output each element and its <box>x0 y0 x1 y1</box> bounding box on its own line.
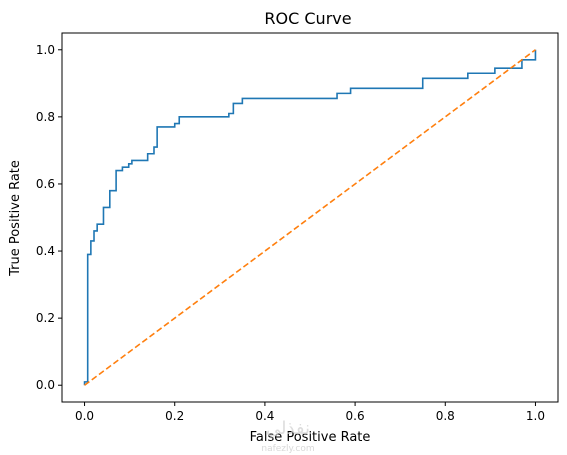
x-axis-ticks: 0.0 0.2 0.4 0.6 0.8 1.0 <box>75 402 545 423</box>
y-tick-label: 0.2 <box>36 311 55 325</box>
x-tick-label: 0.8 <box>436 409 455 423</box>
x-tick-label: 0.4 <box>255 409 274 423</box>
plot-frame <box>61 32 559 403</box>
y-axis-label: True Positive Rate <box>8 160 23 277</box>
series-line-1 <box>84 49 536 386</box>
y-tick-label: 1.0 <box>36 43 55 57</box>
y-tick-label: 0.6 <box>36 177 55 191</box>
plot-series <box>83 49 537 386</box>
y-tick-label: 0.8 <box>36 110 55 124</box>
y-axis-ticks: 0.0 0.2 0.4 0.6 0.8 1.0 <box>36 43 62 392</box>
chart-title: ROC Curve <box>264 9 351 28</box>
x-tick-label: 0.6 <box>346 409 365 423</box>
x-axis-label: False Positive Rate <box>250 430 371 445</box>
x-tick-label: 1.0 <box>526 409 545 423</box>
y-tick-label: 0.4 <box>36 244 55 258</box>
watermark-url: nafezly.com <box>261 444 314 454</box>
watermark-logo: نفذلي <box>266 418 310 439</box>
x-tick-label: 0.0 <box>75 409 94 423</box>
x-tick-label: 0.2 <box>165 409 184 423</box>
series-line-0 <box>83 49 537 386</box>
y-tick-label: 0.0 <box>36 378 55 392</box>
